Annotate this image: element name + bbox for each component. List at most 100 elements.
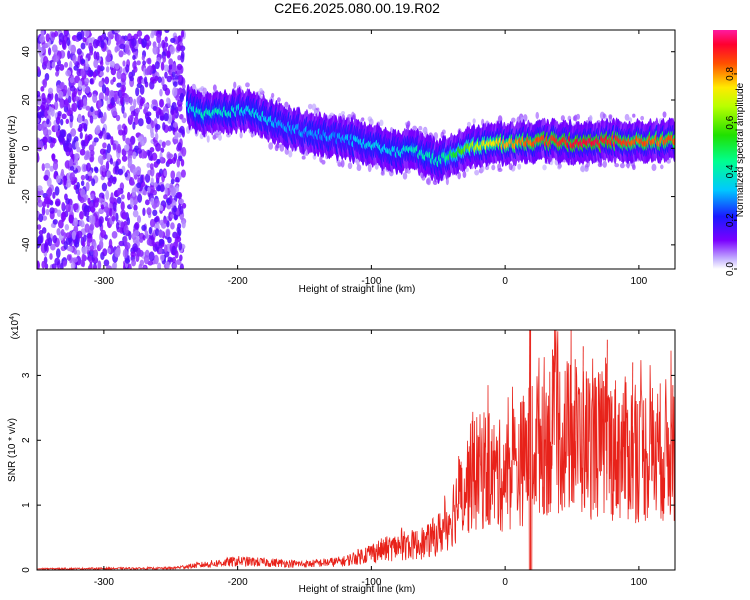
heatmap-cell: [55, 198, 61, 207]
heatmap-cell: [172, 121, 178, 128]
heatmap-cell: [71, 103, 75, 112]
heatmap-cell: [155, 228, 160, 237]
heatmap-cell: [572, 115, 576, 121]
heatmap-cell: [98, 208, 103, 214]
heatmap-cell: [54, 257, 61, 266]
heatmap-cell: [602, 113, 606, 119]
heatmap-cell: [41, 92, 46, 102]
heatmap-cell: [168, 58, 174, 66]
heatmap-cell: [69, 113, 74, 123]
heatmap-cell: [99, 59, 104, 67]
heatmap-cell: [147, 57, 152, 65]
heatmap-cell: [37, 117, 40, 124]
heatmap-cell: [37, 66, 41, 73]
heatmap-cell: [67, 50, 71, 60]
heatmap-cell: [347, 162, 353, 170]
heatmap-cell: [141, 224, 147, 231]
heatmap-cell: [651, 163, 657, 172]
heatmap-cell: [142, 235, 146, 241]
heatmap-cell: [136, 60, 141, 66]
heatmap-cell: [418, 125, 423, 131]
heatmap-cell: [127, 157, 133, 167]
heatmap-cell: [160, 61, 165, 71]
heatmap-cell: [47, 87, 54, 94]
snr-x-label: Height of straight line (km): [299, 584, 416, 595]
heatmap-cell: [172, 138, 179, 144]
heatmap-cell: [172, 63, 177, 73]
heatmap-cell: [43, 56, 49, 65]
heatmap-cell: [177, 222, 182, 230]
heatmap-cell: [40, 85, 45, 92]
heatmap-cell: [45, 103, 50, 111]
heatmap-cell: [162, 84, 168, 92]
heatmap-cell: [76, 230, 83, 239]
heatmap-cell: [38, 213, 44, 223]
heatmap-cell: [133, 65, 138, 73]
heatmap-cell: [37, 111, 43, 118]
heatmap-cell: [122, 212, 127, 220]
heatmap-cell: [179, 92, 184, 103]
heatmap-cell: [497, 167, 503, 172]
heatmap-cell: [70, 128, 77, 137]
heatmap-cell: [65, 69, 72, 77]
heatmap-cell: [81, 253, 86, 263]
heatmap-cell: [64, 224, 70, 231]
heatmap-cell: [89, 149, 95, 157]
heatmap-cell: [141, 38, 147, 48]
heatmap-cell: [67, 95, 72, 104]
heatmap-cell: [158, 238, 165, 245]
heatmap-cell: [78, 99, 84, 108]
heatmap-cell: [356, 159, 360, 166]
heatmap-cell: [92, 249, 99, 259]
heatmap-cell: [44, 72, 50, 81]
heatmap-cell: [134, 229, 140, 237]
heatmap-cell: [100, 204, 105, 210]
heatmap-cell: [50, 107, 55, 117]
heatmap-cell: [110, 136, 114, 146]
heatmap-cell: [84, 223, 90, 233]
heatmap-cell: [156, 221, 160, 230]
heatmap-cell: [517, 163, 522, 170]
heatmap-cell: [127, 191, 131, 201]
heatmap-cell: [472, 118, 476, 124]
heatmap-cell: [82, 84, 86, 92]
heatmap-cell: [102, 142, 107, 149]
heatmap-cell: [356, 166, 361, 171]
heatmap-cell: [170, 178, 175, 185]
heatmap-cell: [103, 130, 107, 141]
heatmap-cell: [132, 121, 136, 130]
heatmap-cell: [602, 160, 607, 168]
heatmap-cell: [284, 101, 289, 108]
heatmap-cell: [276, 97, 281, 103]
heatmap-cell: [121, 155, 128, 162]
heatmap-cell: [149, 218, 156, 228]
heatmap-cell: [367, 164, 372, 173]
heatmap-cell: [175, 184, 180, 193]
heatmap-cell: [111, 262, 117, 269]
heatmap-cell: [90, 205, 95, 214]
heatmap-cell: [82, 37, 87, 43]
heatmap-cell: [43, 127, 49, 137]
heatmap-cell: [580, 164, 586, 173]
heatmap-cell: [179, 254, 183, 262]
heatmap-cell: [136, 30, 143, 37]
heatmap-cell: [132, 199, 137, 206]
heatmap-cell: [165, 140, 171, 146]
heatmap-cell: [120, 72, 127, 83]
heatmap-cell: [123, 35, 128, 42]
heatmap-cell: [474, 169, 480, 176]
heatmap-cell: [82, 97, 87, 106]
colorbar-label: Normalized spectral amplitude: [735, 82, 746, 217]
heatmap-cell: [107, 180, 112, 187]
heatmap-cell: [37, 139, 41, 149]
heatmap-cell: [98, 111, 104, 118]
heatmap-cell: [146, 124, 152, 130]
heatmap-cell: [542, 164, 547, 171]
heatmap-cell: [121, 86, 125, 97]
heatmap-cell: [164, 71, 168, 79]
y-tick-label: 1: [21, 502, 32, 508]
heatmap-cell: [104, 76, 110, 85]
heatmap-cell: [37, 224, 42, 230]
heatmap-cell: [155, 124, 161, 131]
heatmap-cell: [180, 169, 186, 178]
